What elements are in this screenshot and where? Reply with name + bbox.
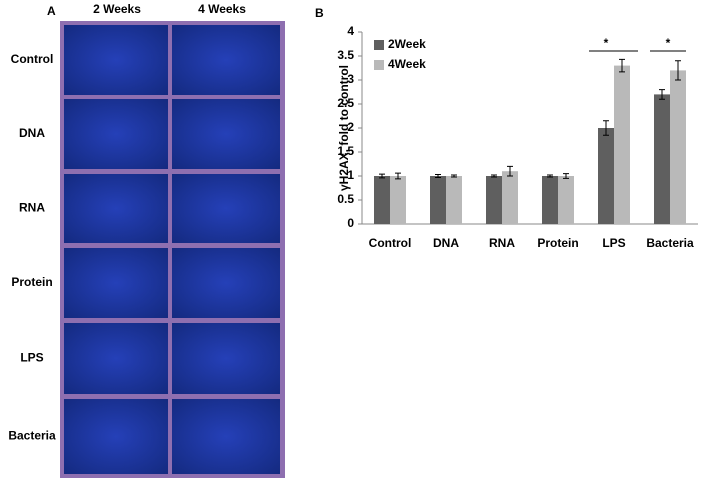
micrograph: [64, 248, 168, 318]
micrograph: [172, 248, 280, 318]
bar: [654, 94, 670, 225]
error-bar: [451, 174, 457, 178]
x-tick-label: LPS: [602, 236, 625, 250]
x-tick-label: Control: [369, 236, 412, 250]
micrograph: [64, 25, 168, 95]
x-tick-label: RNA: [489, 236, 515, 250]
micrograph: [64, 174, 168, 243]
row-label: Protein: [11, 275, 52, 289]
micrograph: [64, 399, 168, 474]
y-tick-label: 2.5: [337, 96, 354, 110]
panel-label: A: [47, 4, 56, 18]
x-tick-label: Protein: [537, 236, 578, 250]
column-header: 4 Weeks: [198, 2, 246, 16]
legend-swatch: [374, 40, 384, 50]
column-header: 2 Weeks: [93, 2, 141, 16]
error-bar: [563, 173, 569, 179]
image-grid: [64, 25, 280, 474]
row-label: LPS: [20, 351, 43, 365]
error-bar: [603, 120, 609, 136]
bar: [598, 128, 614, 224]
micrograph: [172, 99, 280, 169]
annotation: *: [604, 36, 609, 50]
bar: [486, 176, 502, 224]
row-label: Bacteria: [8, 429, 56, 443]
error-bar: [491, 174, 497, 178]
error-bar: [379, 173, 385, 179]
bar: [542, 176, 558, 224]
y-tick-label: 2: [347, 120, 354, 134]
x-tick-label: Bacteria: [646, 236, 694, 250]
panel-b: B γH2AX, fold to control * *: [315, 6, 686, 191]
panel-a: A 2 Weeks 4 Weeks: [47, 2, 285, 478]
error-bar: [395, 172, 401, 180]
error-bar: [619, 58, 625, 73]
bar: [430, 176, 446, 224]
micrograph: [172, 174, 280, 243]
legend-label: 4Week: [388, 57, 426, 71]
y-tick-label: 0.5: [337, 192, 354, 206]
row-label: RNA: [19, 201, 45, 215]
y-axis-label: γH2AX, fold to control: [337, 65, 351, 191]
y-tick-label: 3.5: [337, 48, 354, 62]
y-tick-label: 0: [347, 216, 354, 230]
bar: [446, 176, 462, 224]
bar: [558, 176, 574, 224]
error-bar: [435, 174, 441, 178]
micrograph: [172, 399, 280, 474]
y-tick-label: 1: [347, 168, 354, 182]
row-label: DNA: [19, 126, 45, 140]
error-bar: [675, 60, 681, 81]
bar: [670, 70, 686, 225]
micrograph: [172, 323, 280, 394]
y-tick-label: 4: [347, 24, 354, 38]
y-tick-label: 1.5: [337, 144, 354, 158]
error-bar: [659, 89, 665, 100]
panel-label: B: [315, 6, 324, 20]
error-bar: [507, 165, 513, 177]
micrograph: [64, 99, 168, 169]
legend-swatch: [374, 60, 384, 70]
bar: [390, 176, 406, 224]
row-label: Control: [11, 52, 54, 66]
micrograph: [64, 323, 168, 394]
bar: [614, 65, 630, 224]
annotation: *: [666, 36, 671, 50]
y-tick-label: 3: [347, 72, 354, 86]
legend-label: 2Week: [388, 37, 426, 51]
bar: [374, 176, 390, 224]
error-bar: [547, 174, 553, 178]
x-tick-label: DNA: [433, 236, 459, 250]
micrograph: [172, 25, 280, 95]
bar: [502, 171, 518, 224]
